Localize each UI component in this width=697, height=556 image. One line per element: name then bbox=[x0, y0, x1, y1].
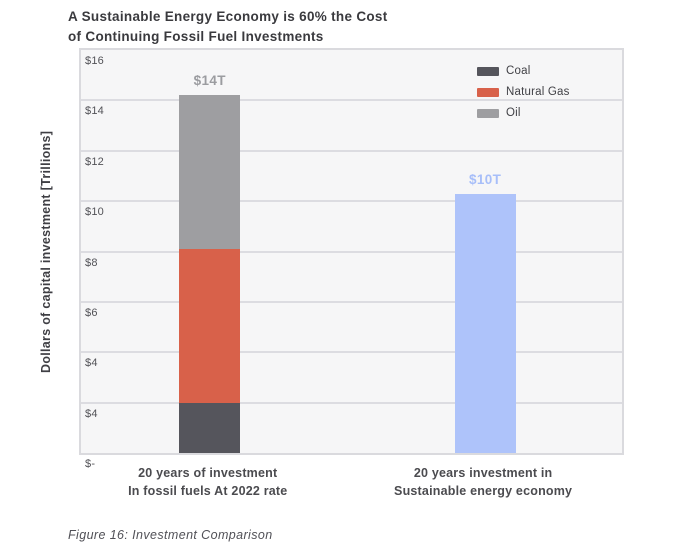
x-category-label-2: 20 years investment in Sustainable energy… bbox=[394, 464, 572, 500]
chart-title: A Sustainable Energy Economy is 60% the … bbox=[68, 7, 388, 48]
x-axis-labels: 20 years of investment In fossil fuels At… bbox=[79, 464, 620, 506]
bar-segment-natural-gas bbox=[179, 248, 241, 403]
x-category-line: 20 years of investment bbox=[138, 466, 278, 480]
bar-segment-sustainable-energy bbox=[454, 193, 516, 453]
gridline-4 bbox=[81, 351, 622, 354]
legend: Coal Natural Gas Oil bbox=[477, 65, 570, 128]
legend-label-coal: Coal bbox=[506, 65, 531, 77]
gridline-2 bbox=[81, 401, 622, 404]
legend-item-oil: Oil bbox=[477, 107, 570, 119]
legend-label-natural-gas: Natural Gas bbox=[506, 86, 570, 98]
bar-segment-oil bbox=[179, 95, 241, 249]
y-tick-label---0: $- bbox=[85, 458, 96, 470]
y-axis-title: Dollars of capital investment [Trillions… bbox=[39, 130, 53, 373]
y-tick-label--10-10: $10 bbox=[85, 206, 104, 219]
plot-area: Coal Natural Gas Oil $16 $14 $12 $10 $8 $6 $4 $4 $… bbox=[79, 48, 624, 470]
y-tick-label--4-4: $4 bbox=[85, 357, 98, 370]
bar-segment-coal bbox=[179, 402, 241, 453]
legend-item-natural-gas: Natural Gas bbox=[477, 86, 570, 98]
legend-swatch-oil bbox=[477, 108, 499, 118]
figure-caption: Figure 16: Investment Comparison bbox=[68, 528, 273, 542]
legend-swatch-coal bbox=[477, 66, 499, 76]
gridline-10 bbox=[81, 200, 622, 203]
chart-title-line2: of Continuing Fossil Fuel Investments bbox=[68, 29, 324, 45]
gridline-12 bbox=[81, 149, 622, 152]
bar-total-label-1: $14T bbox=[193, 73, 226, 89]
y-tick-label--12-12: $12 bbox=[85, 155, 104, 168]
bar-total-label-2: $10T bbox=[468, 171, 502, 187]
x-category-line: 20 years investment in bbox=[413, 466, 553, 480]
y-tick-label--4-2: $4 bbox=[85, 407, 98, 420]
y-tick-label--8-8: $8 bbox=[85, 256, 98, 269]
x-category-line: In fossil fuels At 2022 rate bbox=[128, 484, 288, 499]
y-tick-label--14-14: $14 bbox=[85, 105, 104, 118]
x-category-label-1: 20 years of investment In fossil fuels At… bbox=[128, 464, 287, 500]
legend-item-coal: Coal bbox=[477, 65, 570, 77]
gridline-14 bbox=[81, 99, 622, 102]
legend-label-oil: Oil bbox=[506, 107, 521, 119]
gridline-8 bbox=[81, 250, 622, 253]
y-tick-label--16-16: $16 bbox=[85, 55, 104, 67]
chart-title-line1: A Sustainable Energy Economy is 60% the … bbox=[68, 9, 388, 24]
x-category-line: Sustainable energy economy bbox=[394, 484, 573, 499]
gridline-6 bbox=[81, 300, 622, 303]
legend-swatch-natural-gas bbox=[477, 87, 499, 97]
y-tick-label--6-6: $6 bbox=[85, 306, 98, 319]
